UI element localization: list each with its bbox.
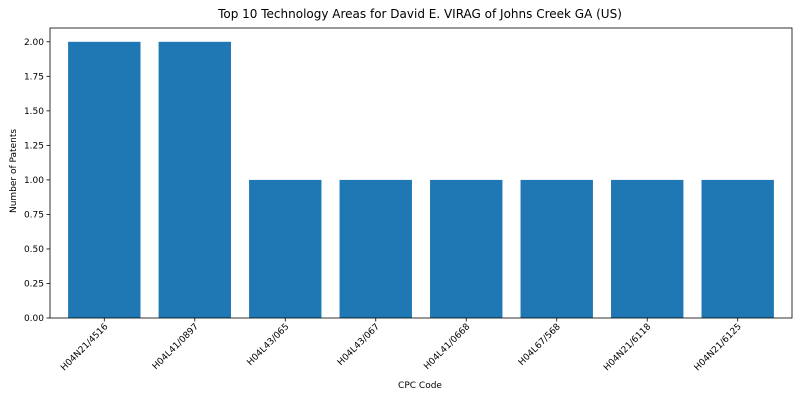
- bar-h04n21-4516: [68, 42, 140, 318]
- y-tick-label: 1.25: [24, 141, 44, 151]
- x-tick-label: H04L41/0897: [151, 322, 201, 372]
- x-axis-label: CPC Code: [398, 381, 442, 391]
- y-tick-label: 1.00: [24, 176, 44, 186]
- bar-h04n21-6118: [611, 180, 683, 318]
- bar-h04l67-568: [521, 180, 593, 318]
- bar-h04l43-067: [340, 180, 412, 318]
- x-tick-label: H04N21/6125: [693, 322, 744, 373]
- plot-area: 0.00 0.25 0.50 0.75 1.00 1.25 1.50 1.75 2.00 H04N…: [24, 28, 792, 373]
- bar-h04l41-0897: [159, 42, 231, 318]
- x-tick-label: H04L67/568: [517, 322, 563, 368]
- x-tick-label: H04N21/4516: [59, 322, 110, 373]
- x-tick-label: H04L43/067: [336, 322, 382, 368]
- y-tick-label: 0.00: [24, 314, 44, 324]
- bar-h04n21-6125: [702, 180, 774, 318]
- y-tick-label: 0.50: [24, 245, 44, 255]
- y-tick-label: 0.75: [24, 210, 44, 220]
- bar-h04l43-065: [249, 180, 321, 318]
- y-tick-label: 1.75: [24, 72, 44, 82]
- y-axis-label: Number of Patents: [9, 129, 19, 213]
- x-tick-label: H04L43/065: [245, 322, 291, 368]
- y-tick-label: 0.25: [24, 279, 44, 289]
- x-tick-label: H04L41/0668: [422, 322, 472, 372]
- x-tick-label: H04N21/6118: [602, 322, 653, 373]
- y-tick-label: 2.00: [24, 38, 44, 48]
- bar-h04l41-0668: [430, 180, 502, 318]
- y-tick-label: 1.50: [24, 107, 44, 117]
- chart-title: Top 10 Technology Areas for David E. VIR…: [217, 7, 622, 21]
